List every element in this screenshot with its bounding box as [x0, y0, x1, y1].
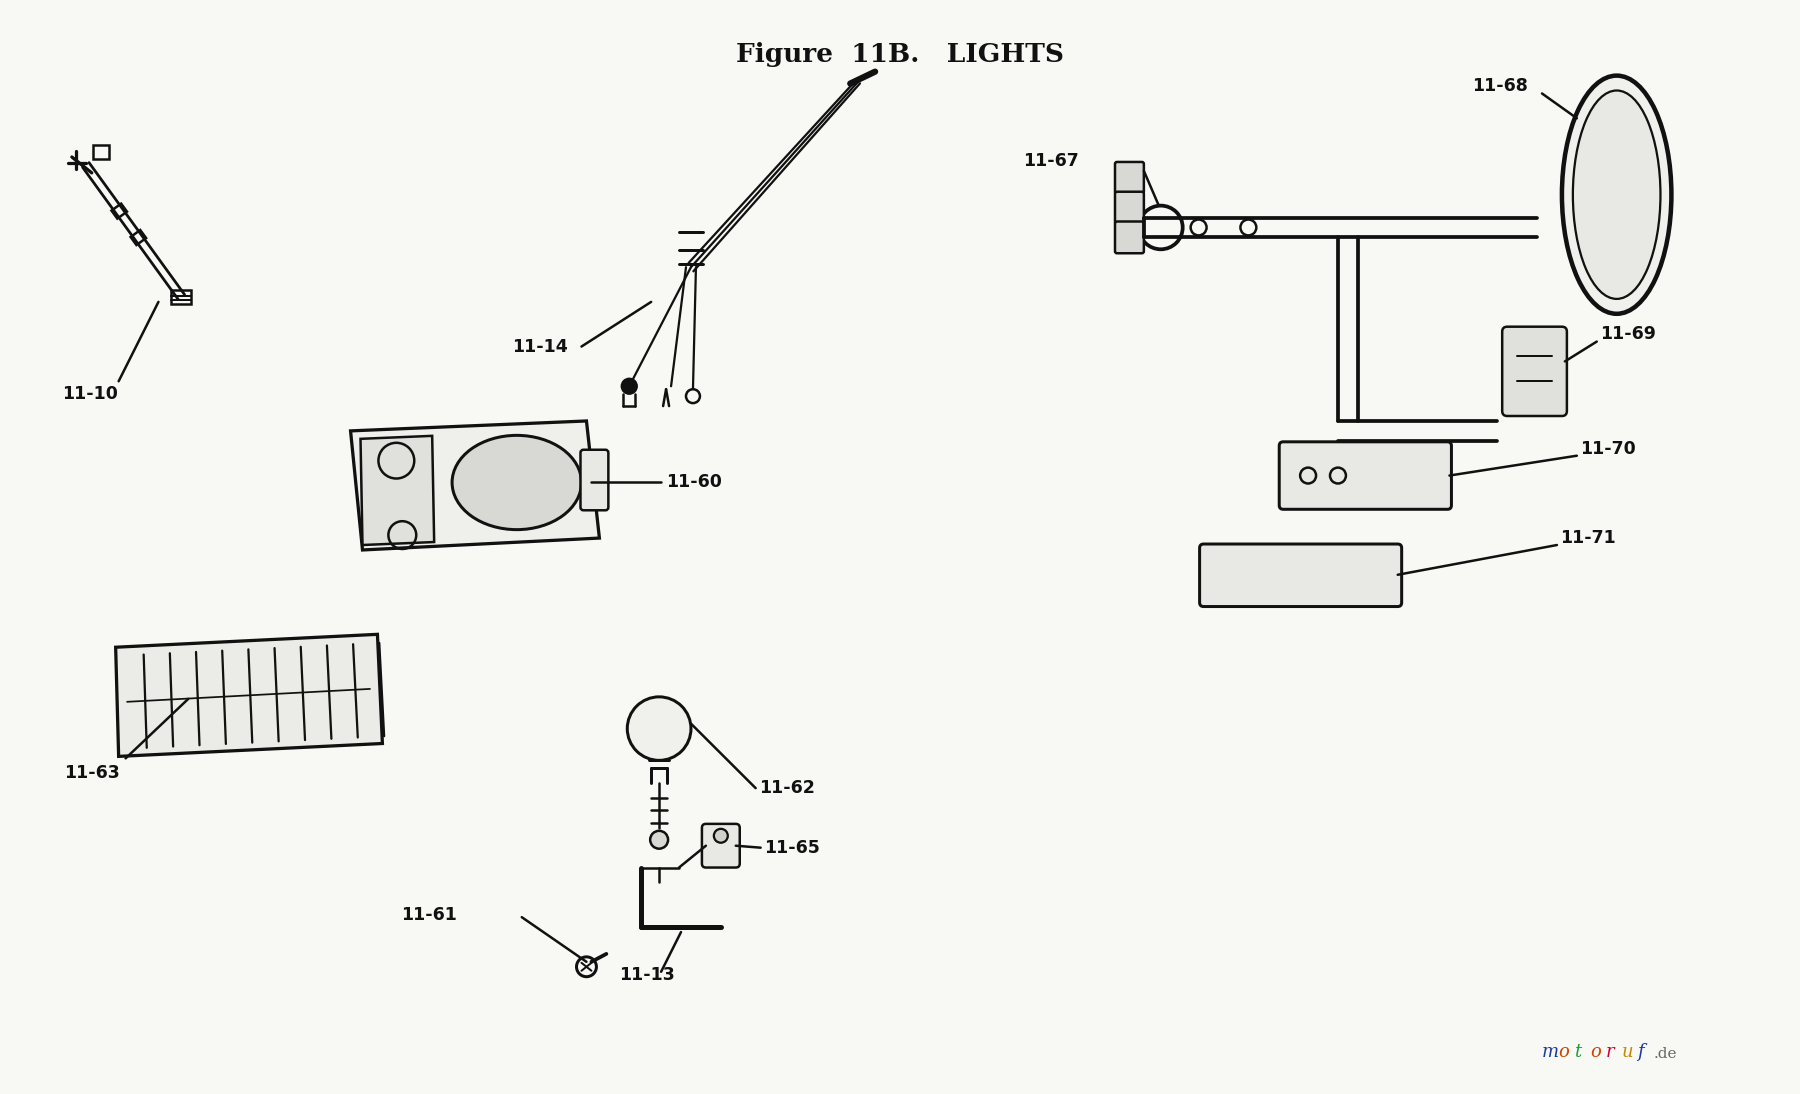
- Text: t: t: [1573, 1043, 1580, 1061]
- FancyBboxPatch shape: [1503, 327, 1566, 416]
- Polygon shape: [360, 435, 434, 545]
- Ellipse shape: [452, 435, 581, 529]
- Text: u: u: [1622, 1043, 1633, 1061]
- Text: 11-63: 11-63: [63, 765, 119, 782]
- Ellipse shape: [1573, 91, 1660, 299]
- Text: o: o: [1589, 1043, 1600, 1061]
- Text: 11-14: 11-14: [511, 338, 567, 356]
- Text: 11-71: 11-71: [1561, 529, 1616, 547]
- Text: Figure  11B.   LIGHTS: Figure 11B. LIGHTS: [736, 42, 1064, 67]
- FancyBboxPatch shape: [1114, 162, 1143, 194]
- Text: m: m: [1543, 1043, 1559, 1061]
- Text: 11-69: 11-69: [1600, 325, 1656, 342]
- FancyBboxPatch shape: [1199, 544, 1402, 606]
- Text: r: r: [1606, 1043, 1615, 1061]
- Text: 11-10: 11-10: [61, 385, 117, 404]
- FancyBboxPatch shape: [580, 450, 608, 510]
- Text: 11-65: 11-65: [763, 839, 819, 857]
- Circle shape: [626, 697, 691, 760]
- FancyBboxPatch shape: [1114, 221, 1143, 253]
- Text: 11-13: 11-13: [619, 966, 675, 984]
- Circle shape: [621, 379, 637, 394]
- Text: 11-68: 11-68: [1472, 77, 1528, 94]
- Text: 11-62: 11-62: [758, 779, 815, 798]
- Text: o: o: [1559, 1043, 1570, 1061]
- FancyBboxPatch shape: [1114, 191, 1143, 223]
- Ellipse shape: [1562, 75, 1672, 314]
- Polygon shape: [115, 635, 382, 756]
- Circle shape: [715, 829, 727, 842]
- Text: f: f: [1638, 1043, 1643, 1061]
- Text: 11-67: 11-67: [1024, 152, 1080, 170]
- Text: 11-60: 11-60: [666, 474, 722, 491]
- Polygon shape: [351, 421, 599, 550]
- FancyBboxPatch shape: [1280, 442, 1451, 510]
- Circle shape: [650, 830, 668, 849]
- Text: 11-70: 11-70: [1580, 440, 1636, 457]
- Text: .de: .de: [1654, 1047, 1678, 1061]
- FancyBboxPatch shape: [702, 824, 740, 868]
- Text: 11-61: 11-61: [401, 906, 457, 924]
